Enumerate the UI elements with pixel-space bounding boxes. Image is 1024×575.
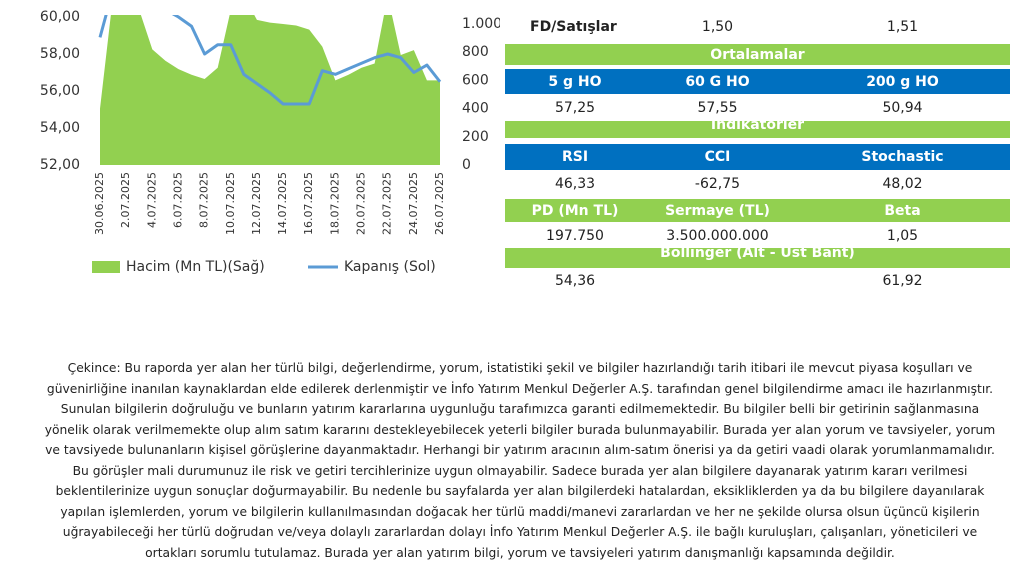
x-tick-label: 12.07.2025 [250, 172, 263, 235]
value-row: 54,36 61,92 [505, 270, 1010, 292]
y2-tick-label: 400 [462, 101, 489, 117]
volume-area [100, 15, 440, 165]
y-tick-label: 58,00 [40, 46, 80, 62]
y-tick-label: 54,00 [40, 120, 80, 136]
chart: 52,00 54,00 56,00 58,00 60,00 0 200 400 600 800 1.… [40, 9, 500, 275]
y2-tick-label: 600 [462, 72, 489, 88]
y2-tick-label: 1.000 [462, 16, 500, 32]
x-tick-label: 30.06.2025 [93, 172, 106, 235]
y2-tick-label: 0 [462, 157, 471, 173]
y2-tick-label: 200 [462, 129, 489, 145]
cell: 1,51 [886, 19, 919, 35]
cell: 197.750 [546, 228, 604, 244]
header-row: 5 g HO 60 G HO 200 g HO [505, 69, 1010, 94]
x-tick-label: 22.07.2025 [381, 172, 394, 235]
y2-tick-label: 800 [462, 44, 489, 60]
y-tick-label: 56,00 [40, 83, 80, 99]
y-tick-label: 52,00 [40, 157, 80, 173]
x-tick-label: 6.07.2025 [171, 172, 184, 228]
cell: 57,25 [554, 100, 596, 116]
cell: 46,33 [554, 176, 596, 192]
header-cell: 200 g HO [866, 73, 939, 90]
y-tick-label: 60,00 [40, 9, 80, 25]
section-header: Ortalamalar [505, 44, 1010, 65]
legend-label: Kapanış (Sol) [344, 259, 436, 275]
cell: -62,75 [694, 176, 741, 192]
legend-swatch [92, 261, 120, 273]
x-tick-label: 16.07.2025 [302, 172, 315, 235]
legend-label: Hacim (Mn TL)(Sağ) [126, 259, 265, 275]
cell: 48,02 [882, 176, 923, 192]
header-cell: Beta [884, 202, 921, 219]
disclaimer: Çekince: Bu raporda yer alan her türlü b… [44, 361, 996, 560]
cell: 1,50 [701, 19, 734, 35]
x-tick-label: 24.07.2025 [407, 172, 420, 235]
cell: 61,92 [882, 273, 923, 289]
header-cell: Sermaye (TL) [665, 202, 770, 219]
header-cell: 5 g HO [548, 73, 602, 90]
cell: 1,05 [886, 228, 919, 244]
close-line [98, 15, 442, 106]
cell: 3.500.000.000 [666, 228, 769, 244]
header-cell: RSI [561, 149, 589, 165]
value-row: 57,25 57,55 50,94 [505, 96, 1010, 120]
header-cell: Stochastic [861, 149, 944, 165]
section-title: Ortalamalar [710, 46, 805, 63]
header-row: PD (Mn TL) Sermaye (TL) Beta [505, 199, 1010, 222]
x-tick-label: 4.07.2025 [145, 172, 158, 228]
x-tick-label: 14.07.2025 [276, 172, 289, 235]
section-header: Bollinger (Alt - Üst Bant) [505, 248, 1010, 268]
cell: 50,94 [882, 100, 923, 116]
section-title: İndikatörler [710, 121, 805, 133]
section-title: Bollinger (Alt - Üst Bant) [660, 248, 855, 261]
section-header: İndikatörler [505, 121, 1010, 138]
value-row: 197.750 3.500.000.000 1,05 [505, 225, 1010, 247]
header-row: RSI CCI Stochastic [505, 144, 1010, 170]
x-tick-label: 10.07.2025 [224, 172, 237, 235]
header-cell: CCI [704, 149, 731, 165]
row-label: FD/Satışlar [530, 19, 617, 35]
value-row: 46,33 -62,75 48,02 [505, 172, 1010, 196]
x-tick-label: 20.07.2025 [355, 172, 368, 235]
cell: 57,55 [697, 100, 738, 116]
x-tick-label: 8.07.2025 [198, 172, 211, 228]
fd-row: FD/Satışlar 1,50 1,51 [505, 15, 1010, 39]
x-tick-label: 26.07.2025 [433, 172, 446, 235]
cell: 54,36 [554, 273, 596, 289]
x-tick-label: 2.07.2025 [119, 172, 132, 228]
x-tick-label: 18.07.2025 [328, 172, 341, 235]
header-cell: 60 G HO [685, 73, 750, 90]
header-cell: PD (Mn TL) [531, 202, 619, 219]
